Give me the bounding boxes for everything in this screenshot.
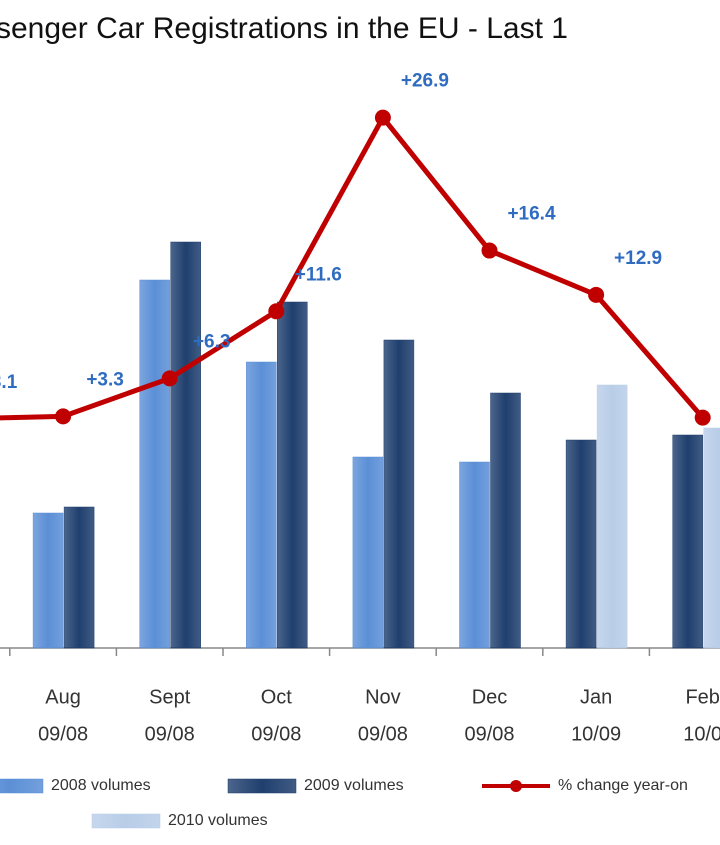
bar: [63, 506, 95, 649]
x-tick-sublabel: 10/0: [683, 723, 720, 745]
x-tick-sublabel: 10/09: [571, 723, 621, 745]
legend-swatch: [91, 813, 161, 829]
data-label: +26.9: [401, 71, 449, 92]
line-marker: [161, 370, 178, 387]
legend-swatch: [0, 778, 44, 794]
bar: [490, 392, 521, 649]
bar: [703, 427, 720, 649]
line-marker: [481, 242, 498, 259]
data-label: +12.9: [614, 248, 662, 269]
legend-label: 2009 volumes: [304, 777, 404, 794]
legend-label: % change year-on: [558, 777, 688, 794]
legend-swatch: [227, 778, 297, 794]
bar: [277, 301, 308, 649]
legend-swatch-marker: [510, 780, 522, 792]
bar: [170, 241, 201, 649]
bar: [32, 512, 64, 649]
x-tick-label: Dec: [472, 686, 508, 708]
x-tick-label: Sept: [149, 686, 191, 708]
line-marker: [588, 286, 605, 303]
x-tick-label: Jan: [580, 686, 612, 708]
data-label: +11.6: [295, 264, 342, 285]
chart-title: senger Car Registrations in the EU - Las…: [0, 12, 568, 45]
bar: [565, 439, 597, 649]
bar: [383, 339, 415, 649]
x-tick-label: Aug: [45, 686, 81, 708]
x-tick-sublabel: 09/08: [38, 723, 88, 745]
bar: [459, 461, 490, 649]
data-label: +16.4: [507, 204, 556, 225]
line-marker: [268, 303, 285, 320]
data-label: +6.3: [193, 331, 231, 352]
line: [0, 115, 705, 421]
x-tick-label: Oct: [261, 686, 293, 708]
x-tick-label: Nov: [365, 686, 401, 708]
bar: [139, 279, 170, 649]
x-tick-label: Feb: [685, 686, 719, 708]
x-tick-sublabel: 09/08: [464, 723, 514, 745]
line-marker: [694, 409, 711, 426]
line-marker: [55, 408, 72, 425]
bar: [352, 456, 384, 649]
x-tick-sublabel: 09/08: [358, 723, 408, 745]
bar: [246, 361, 277, 649]
data-label: +3.3: [86, 369, 124, 390]
x-tick-sublabel: 09/08: [145, 723, 195, 745]
bar: [672, 434, 703, 649]
bar: [596, 384, 628, 649]
legend-label: 2010 volumes: [168, 812, 268, 829]
data-label: +3.1: [0, 372, 18, 393]
legend-label: 2008 volumes: [51, 777, 151, 794]
line-marker: [374, 109, 391, 126]
x-tick-sublabel: 09/08: [251, 723, 301, 745]
